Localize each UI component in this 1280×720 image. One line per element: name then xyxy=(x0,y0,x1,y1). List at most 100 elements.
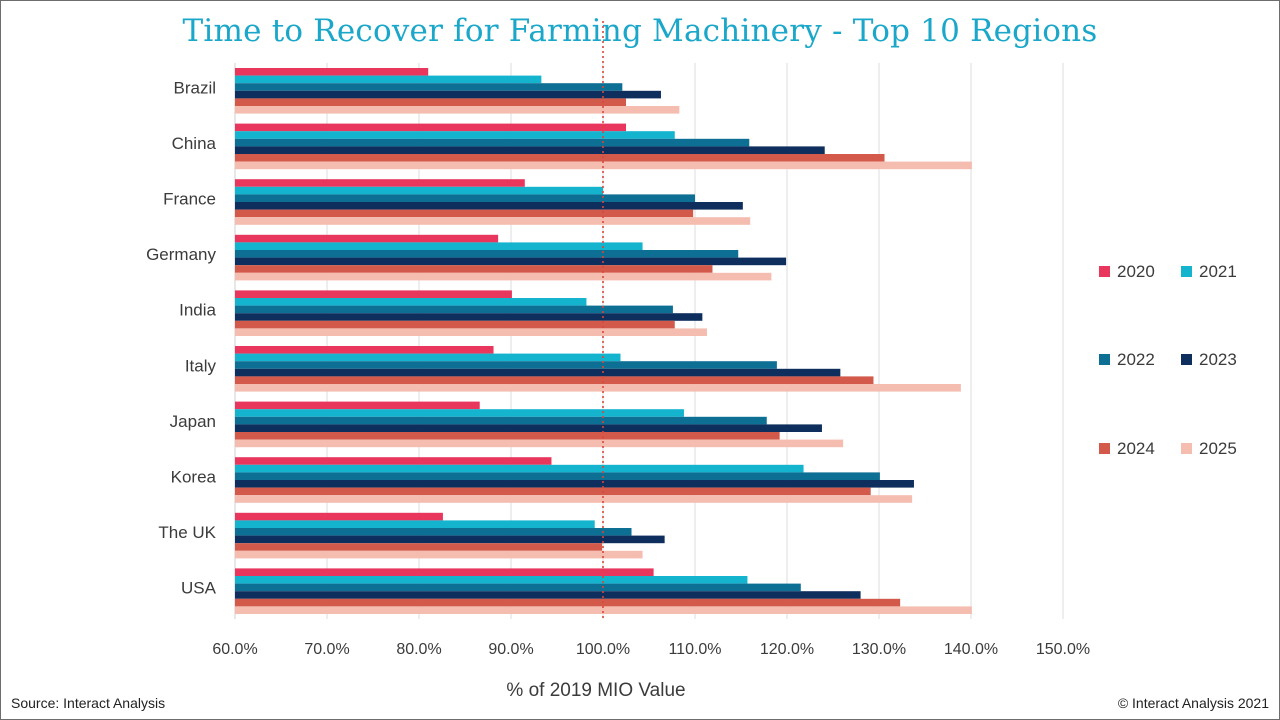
x-tick-140-0: 140.0% xyxy=(944,641,998,658)
legend-swatch-2021 xyxy=(1181,266,1192,277)
bar-the-uk-2020 xyxy=(235,512,443,521)
source-note: Source: Interact Analysis xyxy=(11,695,166,711)
bar-korea-2021 xyxy=(235,464,804,473)
x-tick-60-0: 60.0% xyxy=(212,641,257,658)
bar-usa-2020 xyxy=(235,568,654,576)
bar-france-2024 xyxy=(235,209,694,218)
bar-japan-2024 xyxy=(235,432,780,440)
legend-label-2020: 2020 xyxy=(1117,262,1155,281)
bar-brazil-2020 xyxy=(235,68,429,76)
legend-label-2023: 2023 xyxy=(1199,350,1237,369)
category-label-japan: Japan xyxy=(170,412,216,431)
bar-korea-2022 xyxy=(235,472,880,480)
bar-india-2021 xyxy=(235,298,587,306)
category-label-france: France xyxy=(163,189,216,208)
x-tick-120-0: 120.0% xyxy=(760,641,814,658)
chart-title: Time to Recover for Farming Machinery - … xyxy=(182,13,1098,49)
x-tick-70-0: 70.0% xyxy=(304,641,349,658)
category-label-italy: Italy xyxy=(185,356,217,375)
category-label-korea: Korea xyxy=(171,467,217,486)
category-label-brazil: Brazil xyxy=(173,78,216,97)
bar-germany-2023 xyxy=(235,257,787,266)
category-label-china: China xyxy=(172,134,217,153)
legend-swatch-2023 xyxy=(1181,354,1192,365)
bar-italy-2024 xyxy=(235,376,874,384)
x-tick-100-0: 100.0% xyxy=(576,641,630,658)
bar-germany-2025 xyxy=(235,272,772,281)
bar-germany-2021 xyxy=(235,242,643,250)
bar-japan-2022 xyxy=(235,416,767,425)
category-label-germany: Germany xyxy=(146,245,216,264)
bar-usa-2024 xyxy=(235,598,901,607)
bar-india-2022 xyxy=(235,305,673,314)
bar-brazil-2023 xyxy=(235,90,661,99)
legend-swatch-2025 xyxy=(1181,443,1192,454)
category-label-usa: USA xyxy=(181,579,217,598)
bar-india-2025 xyxy=(235,328,707,336)
x-tick-80-0: 80.0% xyxy=(396,641,441,658)
bar-china-2020 xyxy=(235,123,626,132)
bar-the-uk-2021 xyxy=(235,520,595,528)
bar-china-2022 xyxy=(235,138,750,147)
category-label-the-uk: The UK xyxy=(158,523,216,542)
bar-korea-2024 xyxy=(235,487,871,496)
bar-the-uk-2023 xyxy=(235,535,665,544)
bar-china-2023 xyxy=(235,146,825,154)
copyright-note: © Interact Analysis 2021 xyxy=(1117,695,1269,711)
bar-china-2024 xyxy=(235,154,885,162)
bar-italy-2020 xyxy=(235,346,494,354)
x-tick-labels: 60.0% 70.0% 80.0% 90.0% 100.0% 110.0% 120.0% 13… xyxy=(212,641,1090,658)
bar-france-2021 xyxy=(235,186,603,195)
legend-label-2021: 2021 xyxy=(1199,262,1237,281)
bar-china-2021 xyxy=(235,131,675,139)
bar-japan-2023 xyxy=(235,424,822,432)
bar-brazil-2025 xyxy=(235,106,680,114)
bar-korea-2020 xyxy=(235,457,552,465)
legend-swatch-2024 xyxy=(1099,443,1110,454)
bar-germany-2022 xyxy=(235,250,739,258)
bar-france-2025 xyxy=(235,217,751,225)
bar-usa-2025 xyxy=(235,606,972,614)
legend-swatch-2020 xyxy=(1099,266,1110,277)
bar-the-uk-2024 xyxy=(235,543,603,551)
bar-brazil-2021 xyxy=(235,75,542,84)
bar-italy-2025 xyxy=(235,384,961,392)
bar-india-2023 xyxy=(235,313,703,321)
bar-the-uk-2025 xyxy=(235,550,643,559)
bar-brazil-2022 xyxy=(235,83,623,91)
bar-france-2023 xyxy=(235,202,743,210)
bar-france-2022 xyxy=(235,194,695,202)
x-tick-130-0: 130.0% xyxy=(852,641,906,658)
legend: 2020 2021 2022 2023 2024 2025 xyxy=(1099,262,1237,458)
legend-swatch-2022 xyxy=(1099,354,1110,365)
bar-italy-2023 xyxy=(235,368,841,377)
x-tick-90-0: 90.0% xyxy=(488,641,533,658)
legend-label-2025: 2025 xyxy=(1199,439,1237,458)
x-tick-150-0: 150.0% xyxy=(1036,641,1090,658)
bar-china-2025 xyxy=(235,161,972,170)
bar-france-2020 xyxy=(235,179,525,187)
bar-korea-2023 xyxy=(235,480,914,488)
bar-india-2020 xyxy=(235,290,512,298)
bar-germany-2020 xyxy=(235,234,499,243)
legend-label-2022: 2022 xyxy=(1117,350,1155,369)
x-tick-110-0: 110.0% xyxy=(668,641,721,658)
bar-japan-2025 xyxy=(235,439,844,448)
category-labels: Brazil China France Germany India Italy Japan K… xyxy=(146,78,217,597)
bar-usa-2023 xyxy=(235,591,861,599)
bar-usa-2021 xyxy=(235,576,748,584)
bar-italy-2021 xyxy=(235,353,621,362)
legend-label-2024: 2024 xyxy=(1117,439,1155,458)
bar-germany-2024 xyxy=(235,265,713,273)
bar-india-2024 xyxy=(235,320,675,329)
bar-italy-2022 xyxy=(235,361,777,369)
bar-japan-2020 xyxy=(235,401,480,410)
bar-brazil-2024 xyxy=(235,98,626,106)
bars xyxy=(235,68,972,614)
category-label-india: India xyxy=(179,301,216,320)
bar-korea-2025 xyxy=(235,495,913,503)
bar-the-uk-2022 xyxy=(235,528,632,536)
x-axis-title: % of 2019 MIO Value xyxy=(506,680,685,701)
bar-japan-2021 xyxy=(235,409,684,417)
